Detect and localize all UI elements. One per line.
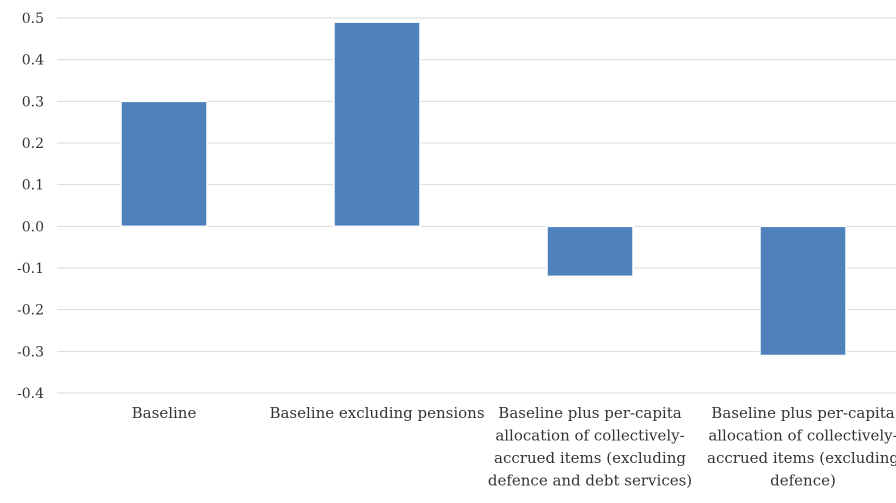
y-tick-label: -0.1 xyxy=(17,261,44,277)
category-label-line: Baseline plus per-capita xyxy=(711,404,894,422)
category-label: Baseline xyxy=(132,404,197,422)
bar xyxy=(759,225,847,357)
y-tick-label: -0.4 xyxy=(17,386,44,402)
y-tick-label: 0.4 xyxy=(22,53,44,69)
category-label-line: Baseline plus per-capita xyxy=(498,404,681,422)
y-tick-label: -0.3 xyxy=(17,344,44,360)
bars xyxy=(120,21,847,357)
category-label-line: defence) xyxy=(770,472,836,490)
category-label: Baseline plus per-capita allocation of co… xyxy=(707,404,896,490)
category-label: Baseline plus per-capita allocation of co… xyxy=(488,404,692,490)
y-axis-tick-labels: 0.5 0.4 0.3 0.2 0.1 0.0 -0.1 -0.2 -0.3 -0.4 xyxy=(17,11,44,402)
y-tick-label: 0.0 xyxy=(22,219,44,235)
y-tick-label: 0.3 xyxy=(22,94,44,110)
category-label-line: Baseline xyxy=(132,404,197,422)
category-label-line: Baseline excluding pensions xyxy=(269,404,484,422)
y-tick-label: 0.2 xyxy=(22,136,44,152)
category-label-line: accrued items (excluding xyxy=(494,449,686,467)
category-label-line: allocation of collectively- xyxy=(495,427,684,445)
y-tick-label: 0.1 xyxy=(22,178,44,194)
bar xyxy=(333,21,421,228)
bar xyxy=(120,100,208,228)
category-label: Baseline excluding pensions xyxy=(269,404,484,422)
category-labels: Baseline Baseline excluding pensions Basel… xyxy=(132,404,896,490)
category-label-line: allocation of collectively- xyxy=(708,427,896,445)
y-tick-label: 0.5 xyxy=(22,11,44,27)
y-tick-label: -0.2 xyxy=(17,303,44,319)
category-label-line: accrued items (excluding xyxy=(707,449,896,467)
bar xyxy=(546,225,634,278)
category-label-line: defence and debt services) xyxy=(488,472,692,490)
